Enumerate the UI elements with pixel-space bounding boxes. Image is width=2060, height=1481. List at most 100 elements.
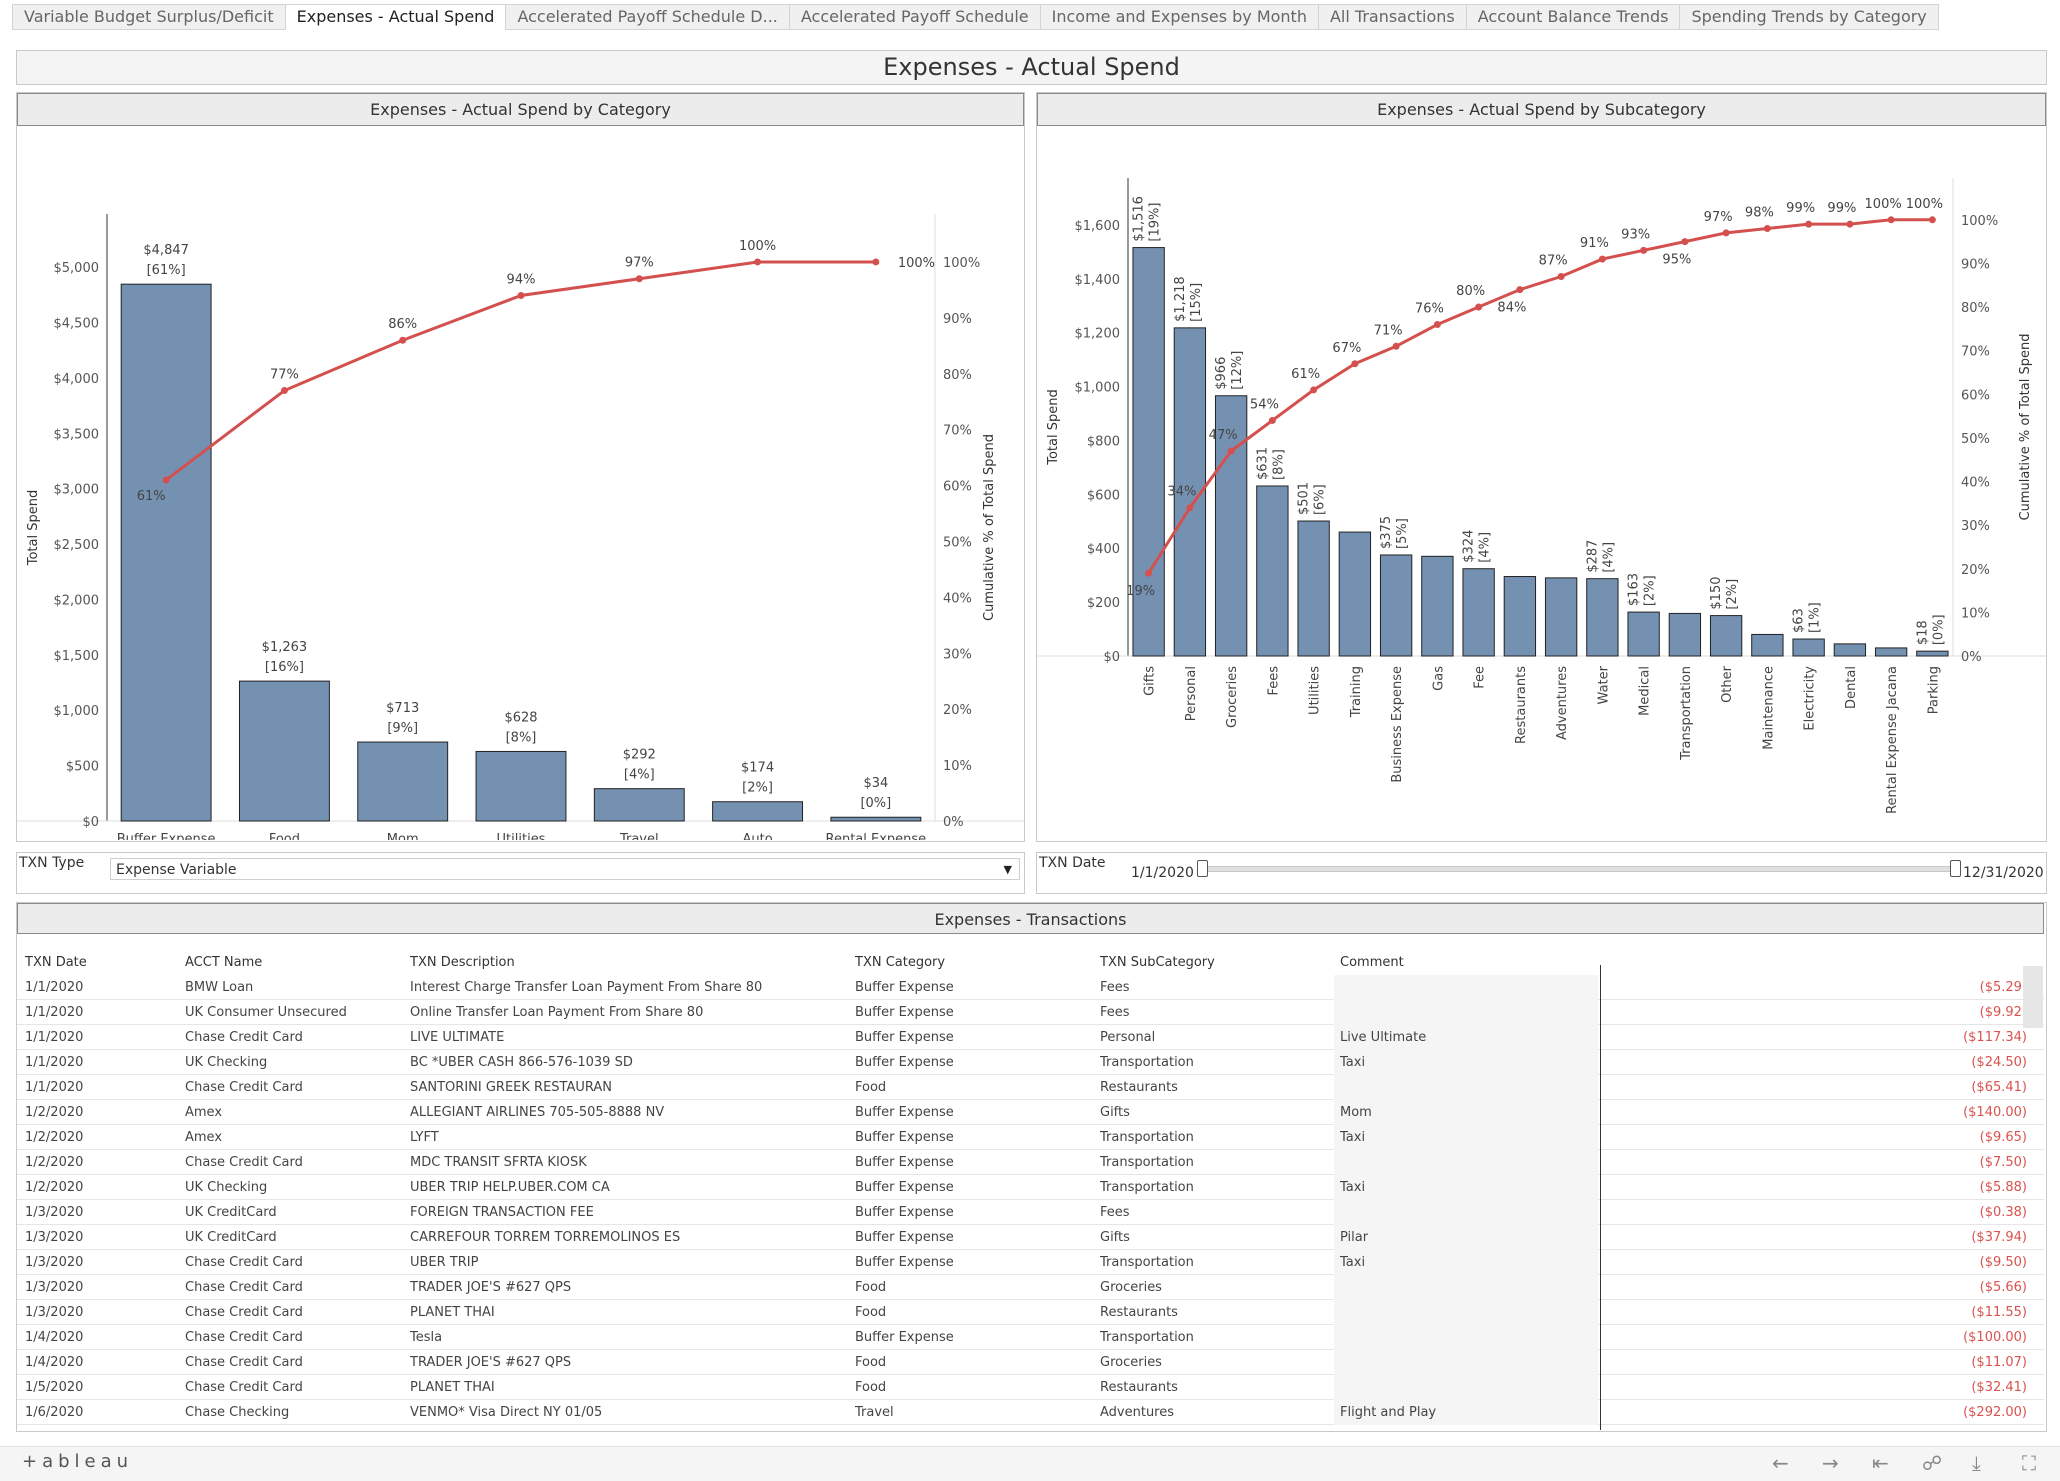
cell-sub: Gifts (1100, 1105, 1130, 1120)
cell-cat: Buffer Expense (855, 1180, 954, 1195)
cumulative-label: 19% (1126, 584, 1155, 599)
cumulative-label: 95% (1662, 253, 1691, 268)
table-scrollbar[interactable] (2023, 966, 2043, 1028)
cell-acct: UK Checking (185, 1055, 268, 1070)
table-row[interactable]: 1/2/2020 UK Checking UBER TRIP HELP.UBER.C… (17, 1175, 2044, 1200)
table-row[interactable]: 1/1/2020 UK Checking BC *UBER CASH 866-576… (17, 1050, 2044, 1075)
table-row[interactable]: 1/4/2020 Chase Credit Card TRADER JOE'S #6… (17, 1350, 2044, 1375)
table-row[interactable]: 1/6/2020 Chase Checking VENMO* Visa Direct… (17, 1400, 2044, 1425)
cell-date: 1/4/2020 (25, 1330, 84, 1345)
table-row[interactable]: 1/3/2020 Chase Credit Card PLANET THAI Food… (17, 1300, 2044, 1325)
bar-pct-label: [0%] (1931, 614, 1946, 645)
cell-cat: Food (855, 1355, 887, 1370)
revert-icon[interactable]: ⇤ (1872, 1451, 1889, 1475)
cumulative-point (1640, 246, 1648, 254)
tab-0[interactable]: Variable Budget Surplus/Deficit (12, 4, 285, 30)
cell-amount: ($0.38) (1979, 1205, 2027, 1220)
tab-1[interactable]: Expenses - Actual Spend (284, 4, 506, 30)
table-row[interactable]: 1/3/2020 Chase Credit Card TRADER JOE'S #6… (17, 1275, 2044, 1300)
table-row[interactable]: 1/2/2020 Chase Credit Card MDC TRANSIT SFR… (17, 1150, 2044, 1175)
date-slider-end-handle[interactable] (1950, 860, 1961, 877)
fullscreen-icon[interactable]: ⛶ (2022, 1451, 2036, 1475)
cell-desc: MDC TRANSIT SFRTA KIOSK (410, 1155, 587, 1170)
cell-desc: SANTORINI GREEK RESTAURAN (410, 1080, 612, 1095)
bar-value-label: $150 (1709, 576, 1724, 609)
tab-3[interactable]: Accelerated Payoff Schedule (788, 4, 1040, 30)
redo-icon[interactable]: → (1822, 1451, 1839, 1475)
txn-type-dropdown[interactable]: Expense Variable ▼ (110, 858, 1020, 880)
col-txn-date[interactable]: TXN Date (25, 955, 87, 970)
bar (1668, 612, 1702, 657)
cell-date: 1/3/2020 (25, 1230, 84, 1245)
table-row[interactable]: 1/4/2020 Chase Credit Card Tesla Buffer Exp… (17, 1325, 2044, 1350)
download-icon[interactable]: ⤓ (1972, 1451, 1981, 1475)
col-txn-subcategory[interactable]: TXN SubCategory (1100, 955, 1215, 970)
col-txn-category[interactable]: TXN Category (855, 955, 946, 970)
col-acct-name[interactable]: ACCT Name (185, 955, 263, 970)
col-txn-description[interactable]: TXN Description (410, 955, 515, 970)
table-row[interactable]: 1/5/2020 Chase Credit Card PLANET THAI Food… (17, 1375, 2044, 1400)
table-row[interactable]: 1/1/2020 UK Consumer Unsecured Online Tran… (17, 1000, 2044, 1025)
bar-value-label: $631 (1255, 447, 1270, 480)
undo-icon[interactable]: ← (1772, 1451, 1789, 1475)
tab-7[interactable]: Spending Trends by Category (1679, 4, 1939, 30)
table-row[interactable]: 1/3/2020 Chase Credit Card UBER TRIP Buffer… (17, 1250, 2044, 1275)
table-row[interactable]: 1/3/2020 UK CreditCard FOREIGN TRANSACTION… (17, 1200, 2044, 1225)
bar-pct-label: [8%] (1271, 449, 1286, 480)
bar (1338, 531, 1372, 657)
cumulative-label: 84% (1497, 301, 1526, 316)
cell-amount: ($7.50) (1979, 1155, 2027, 1170)
y2-tick-label: 30% (1961, 519, 1990, 534)
date-slider-track[interactable] (1200, 866, 1958, 872)
cell-acct: Amex (185, 1105, 223, 1120)
cumulative-point (1557, 273, 1565, 281)
cell-cat: Travel (855, 1405, 894, 1420)
y2-axis-title: Cumulative % of Total Spend (2018, 334, 2033, 521)
tab-4[interactable]: Income and Expenses by Month (1039, 4, 1318, 30)
cell-desc: BC *UBER CASH 866-576-1039 SD (410, 1055, 633, 1070)
cell-date: 1/3/2020 (25, 1280, 84, 1295)
y2-tick-label: 90% (1961, 257, 1990, 272)
table-row[interactable]: 1/2/2020 Amex LYFT Buffer Expense Transporta… (17, 1125, 2044, 1150)
cumulative-label: 71% (1374, 323, 1403, 338)
cell-sub: Restaurants (1100, 1305, 1178, 1320)
bar-value-label: $287 (1585, 540, 1600, 573)
table-row[interactable]: 1/3/2020 UK CreditCard CARREFOUR TORREM TO… (17, 1225, 2044, 1250)
x-tick-label: Other (1720, 665, 1735, 703)
cumulative-point (1681, 238, 1689, 246)
cell-acct: Chase Credit Card (185, 1280, 303, 1295)
cumulative-label: 77% (270, 368, 299, 383)
col-comment[interactable]: Comment (1340, 955, 1404, 970)
cumulative-point (635, 275, 643, 283)
cell-desc: VENMO* Visa Direct NY 01/05 (410, 1405, 603, 1420)
table-header: TXN Date ACCT Name TXN Description TXN C… (17, 950, 2044, 975)
y2-tick-label: 70% (1961, 345, 1990, 360)
cell-acct: Chase Credit Card (185, 1355, 303, 1370)
y-axis-title: Total Spend (26, 490, 41, 567)
cell-comment: Taxi (1334, 1250, 1598, 1275)
cell-cat: Buffer Expense (855, 1130, 954, 1145)
x-tick-label: Groceries (1225, 666, 1240, 728)
table-row[interactable]: 1/1/2020 BMW Loan Interest Charge Transfer… (17, 975, 2044, 1000)
cell-sub: Groceries (1100, 1280, 1162, 1295)
table-row[interactable]: 1/2/2020 Amex ALLEGIANT AIRLINES 705-505-8… (17, 1100, 2044, 1125)
cell-date: 1/1/2020 (25, 1080, 84, 1095)
cell-desc: TRADER JOE'S #627 QPS (410, 1355, 572, 1370)
tab-5[interactable]: All Transactions (1317, 4, 1466, 30)
cell-desc: Online Transfer Loan Payment From Share … (410, 1005, 704, 1020)
cell-cat: Buffer Expense (855, 980, 954, 995)
cell-desc: LYFT (410, 1130, 439, 1145)
table-row[interactable]: 1/1/2020 Chase Credit Card LIVE ULTIMATE Bu… (17, 1025, 2044, 1050)
bar (1916, 650, 1949, 657)
cell-desc: ALLEGIANT AIRLINES 705-505-8888 NV (410, 1105, 665, 1120)
cumulative-label: 76% (1415, 301, 1444, 316)
tab-6[interactable]: Account Balance Trends (1465, 4, 1680, 30)
y2-tick-label: 80% (1961, 301, 1990, 316)
table-row[interactable]: 1/1/2020 Chase Credit Card SANTORINI GREEK… (17, 1075, 2044, 1100)
bar (830, 816, 922, 822)
tab-2[interactable]: Accelerated Payoff Schedule D... (505, 4, 789, 30)
share-icon[interactable]: ☍ (1922, 1451, 1943, 1475)
y2-tick-label: 90% (943, 312, 972, 327)
date-slider-start-handle[interactable] (1197, 860, 1208, 877)
cell-amount: ($32.41) (1971, 1380, 2027, 1395)
